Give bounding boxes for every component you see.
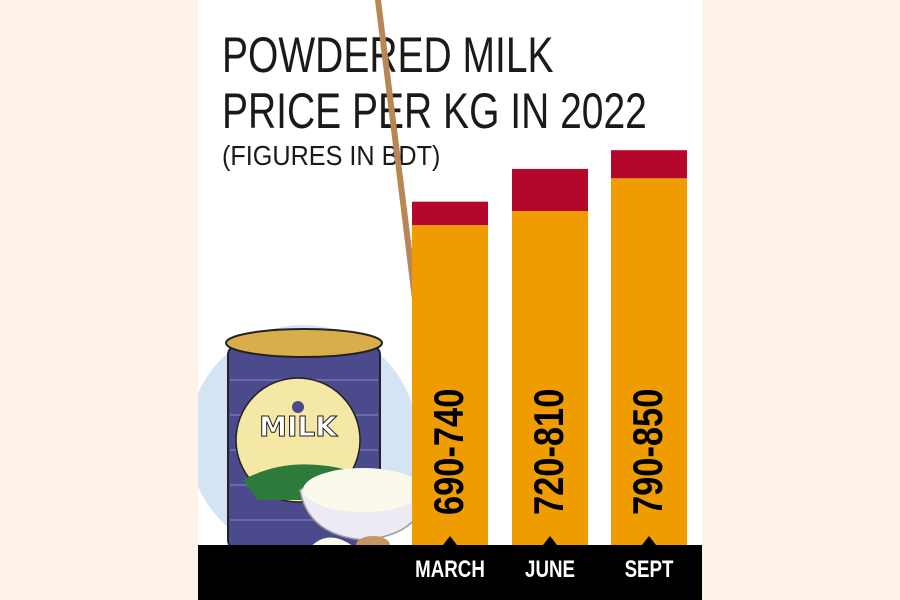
value-label: 790-850 — [625, 389, 672, 515]
bar-range-march — [412, 201, 488, 226]
bar-range-sept — [611, 150, 687, 179]
category-label: JUNE — [525, 556, 575, 583]
base-band — [198, 545, 702, 600]
pointer-triangle-icon — [443, 536, 457, 545]
can-lid — [225, 328, 383, 358]
category-label: MARCH — [415, 556, 485, 583]
pointer-triangle-icon — [543, 536, 557, 545]
bar-range-june — [512, 168, 588, 212]
chart: MILK 690-740 MARCH 720-810 JUNE 790-850 SEPT — [198, 0, 702, 600]
value-label: 690-740 — [426, 389, 473, 515]
bar-min-june — [512, 211, 588, 546]
milk-illustration: MILK — [198, 0, 446, 555]
label-emblem-icon — [292, 401, 304, 413]
can-milk-text: MILK — [259, 410, 338, 443]
category-label: SEPT — [625, 556, 674, 583]
title-line-2: PRICE PER KG IN 2022 — [222, 83, 647, 139]
pointer-triangle-icon — [642, 536, 656, 545]
bar-min-march — [412, 225, 488, 545]
value-label: 720-810 — [526, 389, 573, 515]
infographic-panel: POWDERED MILK PRICE PER KG IN 2022 (FIGU… — [198, 0, 702, 600]
bar-min-sept — [611, 178, 687, 545]
powder — [303, 468, 423, 512]
subtitle: (FIGURES IN BDT) — [222, 140, 441, 171]
